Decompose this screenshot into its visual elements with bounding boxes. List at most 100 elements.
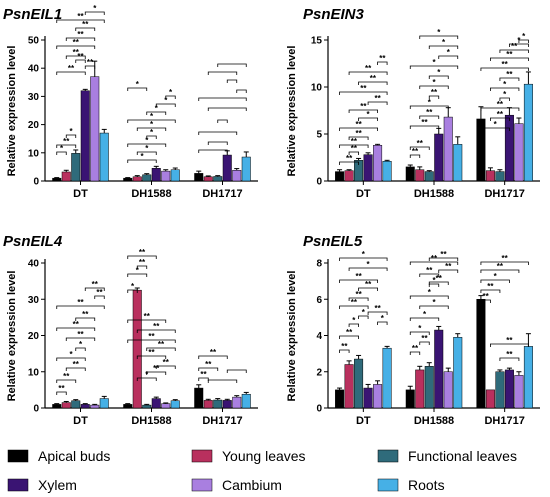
significance-bracket <box>146 371 167 375</box>
significance-label: * <box>145 144 149 153</box>
significance-bracket <box>198 149 228 153</box>
significance-bracket <box>198 355 228 359</box>
significance-bracket <box>409 317 440 321</box>
bar <box>344 364 354 409</box>
y-tick-label: 20 <box>28 120 40 131</box>
bar <box>52 404 62 409</box>
significance-label: * <box>69 127 73 136</box>
bar <box>80 404 90 409</box>
significance-label: ** <box>506 70 513 79</box>
significance-label: * <box>437 68 441 77</box>
bar <box>443 371 453 409</box>
significance-bracket <box>207 71 238 75</box>
y-tick-label: 10 <box>28 367 40 378</box>
bar <box>99 132 109 182</box>
significance-label: ** <box>506 50 513 59</box>
significance-bracket <box>339 305 369 309</box>
significance-label: ** <box>82 310 89 319</box>
legend-label: Xylem <box>38 477 77 493</box>
significance-label: ** <box>506 336 513 345</box>
significance-bracket <box>409 351 421 355</box>
significance-label: ** <box>139 248 146 257</box>
bar <box>382 161 392 182</box>
significance-label: * <box>432 58 436 67</box>
significance-bracket <box>226 79 238 83</box>
significance-bracket <box>348 297 369 301</box>
significance-bracket <box>409 125 440 129</box>
significance-label: * <box>418 324 422 333</box>
bar <box>61 402 71 409</box>
significance-label: * <box>136 80 140 89</box>
significance-bracket <box>499 77 520 81</box>
y-tick-label: 0 <box>33 177 39 188</box>
significance-label: * <box>362 308 366 317</box>
significance-label: ** <box>374 94 381 103</box>
significance-bracket <box>348 267 388 271</box>
bar <box>170 400 180 409</box>
legend-label: Functional leaves <box>408 448 517 464</box>
significance-bracket <box>75 59 86 63</box>
legend-swatch <box>377 449 399 463</box>
significance-label: ** <box>63 372 70 381</box>
bar <box>142 174 152 182</box>
significance-label: * <box>60 144 64 153</box>
significance-label: ** <box>139 258 146 267</box>
significance-label: ** <box>351 137 358 146</box>
significance-bracket <box>499 357 520 361</box>
legend-label: Apical buds <box>38 448 110 464</box>
significance-label: * <box>164 96 168 105</box>
bar <box>476 299 486 409</box>
bar <box>222 154 232 182</box>
significance-bracket <box>480 67 529 71</box>
significance-bracket <box>136 355 167 359</box>
significance-label: * <box>367 110 371 119</box>
significance-bracket <box>480 289 501 293</box>
significance-bracket <box>419 341 430 345</box>
significance-label: ** <box>68 64 75 73</box>
significance-label: ** <box>163 358 170 367</box>
bar <box>523 83 533 182</box>
significance-bracket <box>56 357 86 361</box>
significance-label: ** <box>77 12 84 21</box>
legend-swatch <box>7 478 29 492</box>
significance-label: * <box>432 298 436 307</box>
significance-bracket <box>409 331 430 335</box>
significance-label: ** <box>370 74 377 83</box>
bar <box>415 369 425 409</box>
significance-label: ** <box>144 312 151 321</box>
x-tick-label: DH1717 <box>202 415 242 427</box>
significance-bracket <box>358 81 388 85</box>
significance-bracket <box>428 281 449 285</box>
significance-label: ** <box>502 254 509 263</box>
legend-swatch <box>7 449 29 463</box>
x-tick-label: DT <box>356 188 371 200</box>
bar <box>514 375 524 409</box>
significance-label: * <box>423 310 427 319</box>
significance-label: ** <box>92 280 99 289</box>
significance-label: ** <box>497 262 504 271</box>
x-tick-label: DH1588 <box>131 188 171 200</box>
significance-bracket <box>217 119 228 123</box>
significance-bracket <box>348 71 388 75</box>
significance-label: ** <box>87 58 94 67</box>
y-tick-label: 0 <box>316 177 322 188</box>
significance-bracket <box>428 45 459 49</box>
significance-bracket <box>409 261 459 265</box>
significance-bracket <box>207 379 238 383</box>
bar <box>232 396 242 409</box>
significance-label: ** <box>355 290 362 299</box>
bar <box>453 144 463 182</box>
bar <box>424 171 434 182</box>
y-tick-label: 40 <box>28 64 40 75</box>
significance-bracket <box>348 323 359 327</box>
significance-label: ** <box>355 272 362 281</box>
bar <box>241 393 251 409</box>
significance-label: * <box>522 32 526 41</box>
significance-bracket <box>409 154 421 158</box>
significance-bracket <box>56 379 77 383</box>
significance-label: ** <box>77 298 84 307</box>
bar <box>415 169 425 182</box>
significance-label: ** <box>77 330 84 339</box>
y-tick-label: 6 <box>316 295 322 306</box>
bar <box>363 387 373 409</box>
